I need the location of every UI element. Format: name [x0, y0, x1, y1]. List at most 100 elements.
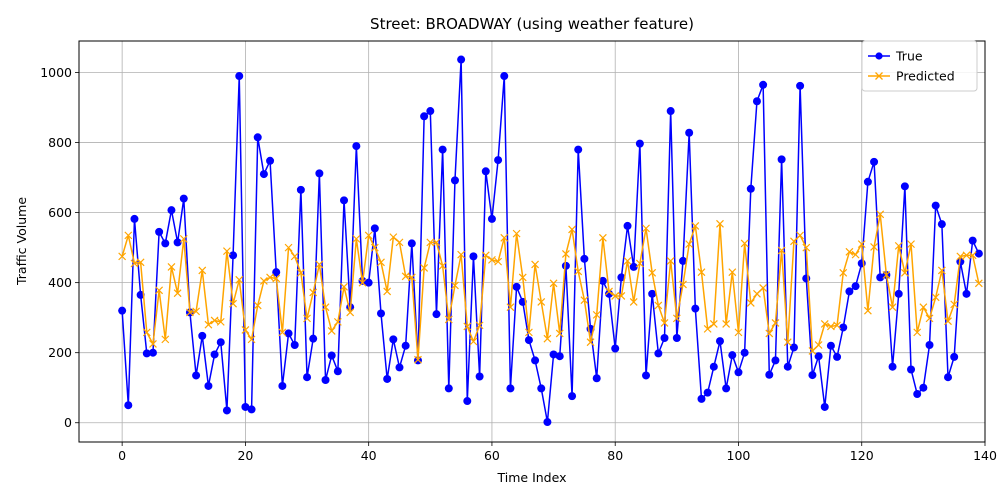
data-point-true	[198, 331, 207, 340]
data-point-true	[592, 374, 601, 383]
legend-true-marker	[875, 52, 883, 60]
data-point-true	[685, 128, 694, 137]
data-point-true	[494, 156, 503, 165]
data-point-predicted	[740, 239, 749, 248]
data-point-predicted	[500, 233, 509, 242]
series-layer	[118, 55, 983, 427]
data-point-true	[450, 176, 459, 185]
data-point-true	[389, 335, 398, 344]
data-point-true	[524, 336, 533, 345]
data-point-predicted	[691, 221, 700, 230]
data-point-predicted	[358, 278, 367, 287]
data-point-predicted	[826, 322, 835, 331]
data-point-predicted	[488, 255, 496, 264]
legend-predicted-marker	[875, 72, 883, 80]
data-point-predicted	[531, 260, 540, 269]
data-point-predicted	[438, 261, 447, 270]
data-point-predicted	[598, 233, 607, 242]
data-point-true	[272, 268, 281, 277]
data-point-true	[697, 394, 706, 403]
data-point-predicted	[907, 240, 915, 249]
data-point-true	[851, 282, 860, 291]
data-point-predicted	[568, 225, 576, 234]
data-point-predicted	[420, 264, 429, 272]
data-point-true	[161, 239, 170, 248]
data-point-true	[216, 338, 225, 347]
data-point-predicted	[327, 327, 336, 335]
data-point-predicted	[888, 303, 897, 312]
data-point-predicted	[321, 303, 330, 312]
data-point-predicted	[635, 259, 644, 268]
legend-box	[861, 40, 978, 92]
data-point-true	[820, 402, 829, 411]
data-point-true	[222, 406, 231, 415]
data-point-predicted	[506, 303, 515, 312]
data-point-predicted	[629, 297, 638, 306]
data-point-predicted	[222, 247, 231, 256]
data-point-true	[296, 185, 305, 194]
data-point-true	[907, 365, 916, 374]
data-point-true	[740, 348, 749, 357]
data-point-predicted	[469, 337, 478, 346]
data-point-predicted	[672, 314, 681, 323]
data-point-true	[796, 81, 805, 90]
data-point-predicted	[518, 273, 527, 282]
data-point-predicted	[728, 268, 737, 277]
data-point-predicted	[524, 328, 533, 337]
data-point-predicted	[204, 320, 213, 329]
data-point-true	[623, 221, 632, 230]
data-point-true	[771, 356, 780, 365]
data-point-predicted	[851, 250, 860, 259]
data-point-true	[974, 249, 983, 258]
data-point-true	[192, 371, 201, 380]
data-point-predicted	[611, 292, 620, 300]
data-point-predicted	[395, 238, 404, 247]
x-tick-label: 100	[727, 448, 751, 463]
data-point-true	[235, 72, 244, 81]
data-point-true	[913, 390, 922, 399]
data-point-true	[925, 340, 934, 349]
data-point-true	[617, 273, 626, 282]
x-tick-label: 20	[237, 448, 253, 463]
data-point-predicted	[426, 238, 435, 247]
data-point-predicted	[118, 252, 127, 261]
data-point-true	[537, 384, 546, 393]
y-tick-label: 600	[48, 205, 72, 220]
data-point-true	[709, 362, 718, 371]
data-point-predicted	[198, 266, 207, 275]
data-point-predicted	[543, 334, 552, 343]
data-point-true	[802, 274, 811, 283]
data-point-true	[660, 333, 669, 342]
data-point-true	[728, 351, 737, 360]
data-point-predicted	[617, 292, 626, 300]
data-point-predicted	[734, 328, 743, 337]
legend-true-label: True	[895, 49, 923, 64]
data-point-true	[759, 80, 768, 89]
data-point-predicted	[894, 241, 903, 250]
data-point-true	[605, 289, 614, 298]
data-point-true	[642, 371, 651, 380]
data-point-true	[561, 261, 570, 270]
data-point-true	[118, 306, 127, 315]
data-point-true	[167, 206, 176, 215]
data-point-predicted	[900, 268, 909, 277]
data-point-predicted	[309, 288, 318, 297]
data-point-predicted	[968, 251, 977, 260]
y-tick-label: 1000	[40, 65, 72, 80]
data-point-predicted	[839, 268, 848, 277]
data-point-true	[580, 254, 589, 263]
data-point-true	[340, 196, 349, 205]
data-point-predicted	[179, 234, 188, 243]
data-point-true	[839, 323, 848, 332]
data-point-true	[611, 344, 620, 353]
data-point-predicted	[463, 322, 472, 331]
data-point-predicted	[759, 283, 768, 292]
data-point-predicted	[753, 289, 761, 298]
data-point-predicted	[407, 273, 416, 282]
plot-frame	[78, 40, 986, 443]
data-point-true	[549, 350, 558, 359]
data-point-true	[259, 170, 268, 179]
x-tick-label: 40	[361, 448, 377, 463]
x-tick-label: 120	[850, 448, 874, 463]
